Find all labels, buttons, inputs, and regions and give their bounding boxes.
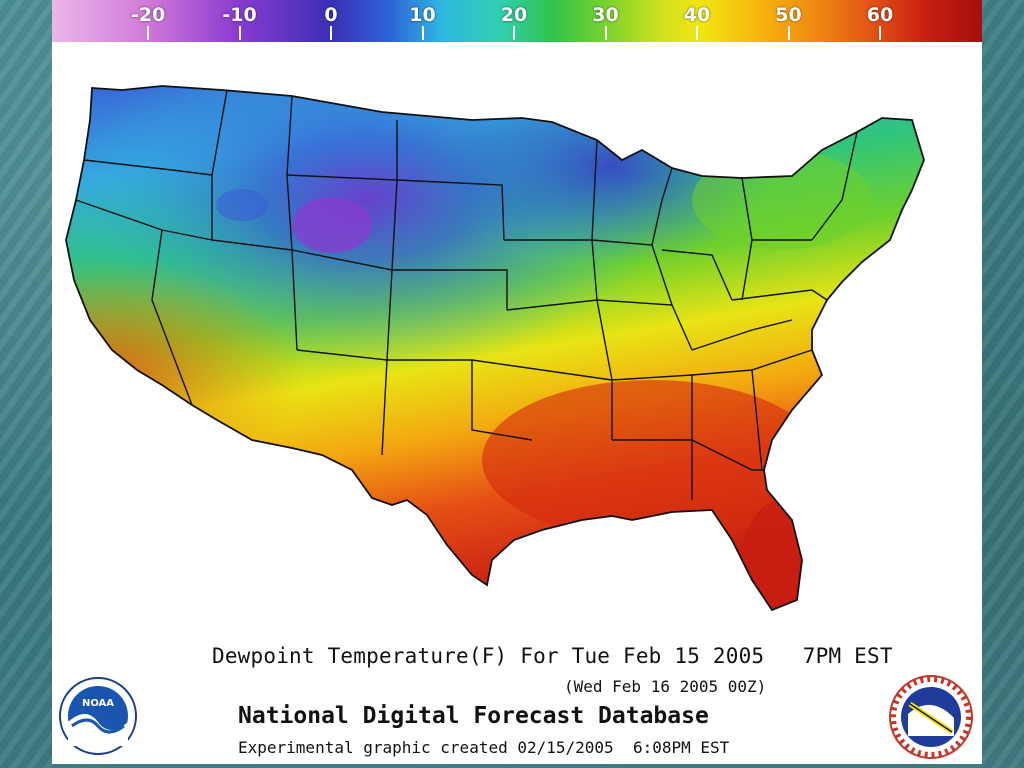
dewpoint-map [65, 85, 925, 612]
database-name: National Digital Forecast Database [238, 703, 709, 729]
florida-warm-region [742, 500, 822, 610]
nws-logo-icon [889, 675, 973, 759]
colorbar-tick-label: 40 [683, 4, 711, 26]
colorbar-tick-label: 0 [324, 4, 338, 26]
colorbar-tick-label: 50 [775, 4, 802, 26]
valid-time: (Wed Feb 16 2005 00Z) [564, 677, 767, 696]
colorbar-tick-mark [421, 26, 424, 40]
southeast-warm-region [482, 380, 822, 540]
colorbar-tick-mark [238, 26, 241, 40]
colorbar-tick-label: 20 [500, 4, 528, 26]
colorbar-tick-mark [604, 26, 607, 40]
idaho-cold-spot [216, 189, 268, 221]
state-borders [65, 85, 925, 612]
map-title: Dewpoint Temperature(F) For Tue Feb 15 2… [212, 644, 893, 668]
colorbar-tick-mark [513, 26, 515, 40]
colorbar-tick-mark [696, 26, 698, 40]
colorbar-tick-label: 30 [592, 4, 619, 26]
temperature-colorbar: -20 -10 0 10 20 30 40 50 60 [52, 0, 982, 42]
noaa-logo-text: NOAA [82, 698, 114, 709]
northeast-green-region [692, 150, 872, 250]
colorbar-tick-label: 60 [866, 4, 894, 26]
colorbar-tick-mark [147, 26, 149, 40]
colorbar-tick-label: 10 [409, 4, 436, 26]
noaa-logo-icon: NOAA [59, 677, 137, 755]
colorbar-tick-mark [787, 26, 790, 40]
forecast-map-panel: -20 -10 0 10 20 30 40 50 60 [52, 0, 982, 764]
creation-note: Experimental graphic created 02/15/2005 … [238, 738, 730, 757]
slide-background-left [0, 0, 52, 768]
wyoming-cold-spot [292, 197, 372, 253]
slide-background-right [982, 0, 1024, 768]
colorbar-tick-label: -20 [130, 4, 166, 26]
colorbar-tick-label: -10 [222, 4, 257, 26]
colorbar-tick-mark [879, 26, 881, 40]
colorbar-tick-mark [330, 26, 332, 40]
